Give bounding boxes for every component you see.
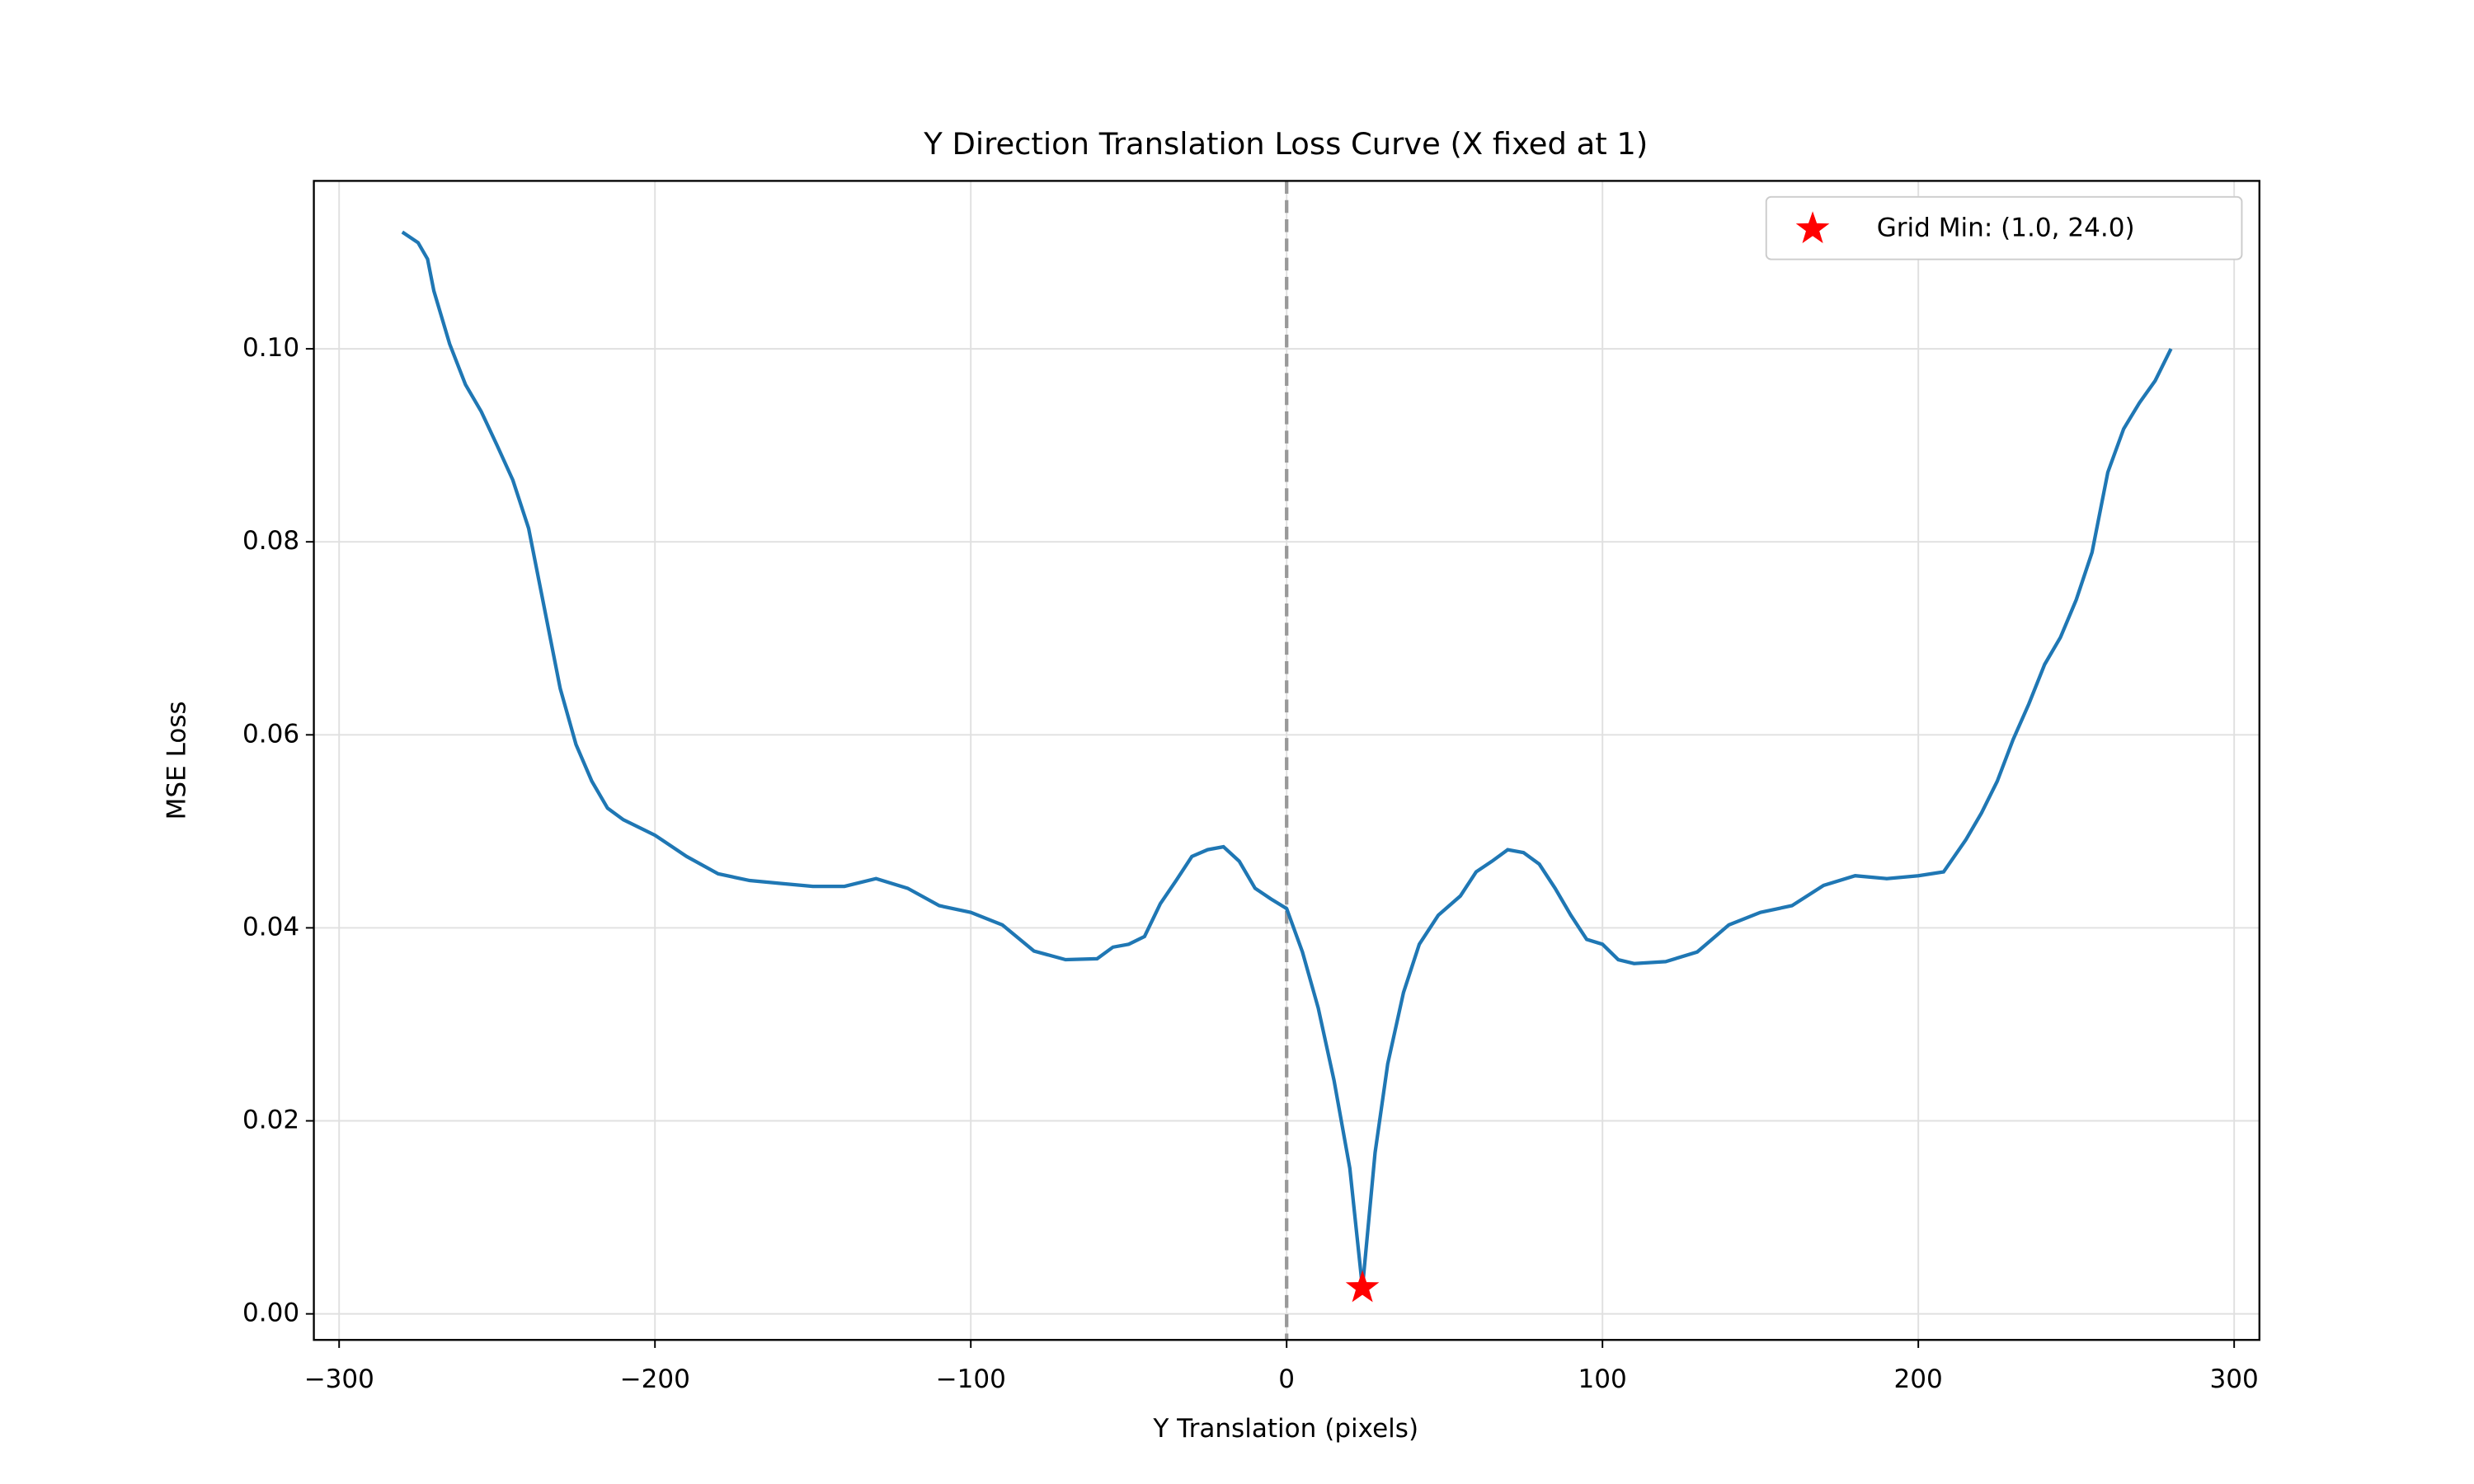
marker [1345, 1270, 1380, 1303]
y-tick-label: 0.02 [242, 1106, 299, 1135]
legend-label: Grid Min: (1.0, 24.0) [1877, 214, 2135, 243]
y-tick-label: 0.10 [242, 333, 299, 363]
y-tick-label: 0.04 [242, 912, 299, 942]
x-axis-label: Y Translation (pixels) [1152, 1414, 1418, 1444]
x-tick-label: 100 [1578, 1364, 1627, 1394]
x-tick-label: 0 [1278, 1364, 1295, 1394]
x-tick-label: 200 [1894, 1364, 1943, 1394]
data-line [401, 230, 2173, 1289]
x-tick-label: −200 [620, 1364, 690, 1394]
plot-frame [313, 180, 2260, 1341]
chart-title: Y Direction Translation Loss Curve (X fi… [923, 126, 1648, 162]
x-tick-label: 300 [2210, 1364, 2259, 1394]
legend-marker [1795, 211, 1830, 243]
x-tick-label: −300 [304, 1364, 374, 1394]
y-axis-label: MSE Loss [162, 701, 192, 819]
x-tick-label: −100 [936, 1364, 1006, 1394]
legend-box [1765, 195, 2243, 261]
y-tick-label: 0.06 [242, 719, 299, 749]
y-tick-label: 0.08 [242, 526, 299, 556]
y-tick-label: 0.00 [242, 1298, 299, 1328]
